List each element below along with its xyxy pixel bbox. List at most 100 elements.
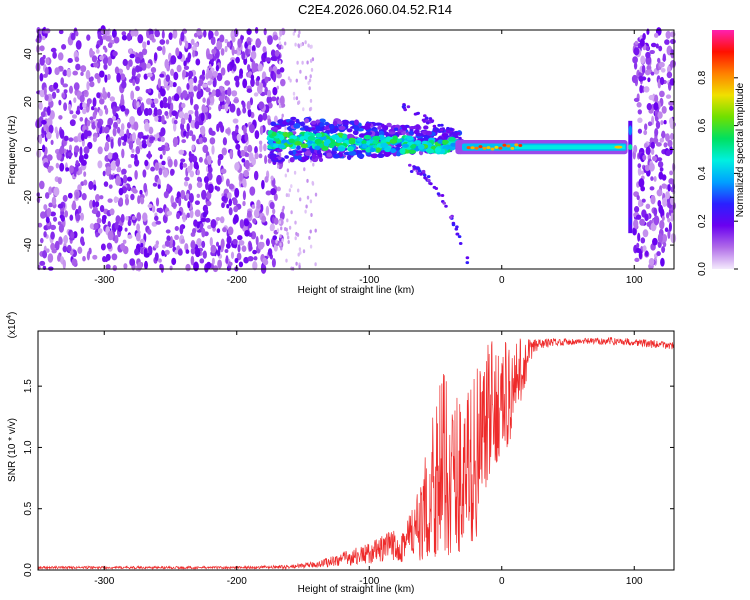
noise-cell	[241, 245, 247, 252]
signal-halo	[304, 150, 312, 156]
noise-cell	[276, 228, 280, 233]
noise-cell	[207, 112, 212, 120]
noise-cell	[650, 195, 656, 205]
noise-cell	[113, 196, 120, 203]
noise-cell	[642, 229, 649, 238]
noise-cell	[184, 40, 189, 49]
noise-cell	[155, 220, 162, 225]
noise-cell	[186, 122, 190, 133]
noise-cell	[274, 49, 280, 57]
noise-cell	[88, 180, 94, 190]
noise-cell	[266, 95, 272, 105]
noise-cell	[653, 175, 657, 182]
noise-cell	[207, 155, 212, 166]
noise-cell	[136, 212, 142, 222]
noise-cell	[284, 41, 287, 46]
noise-cell	[660, 120, 664, 126]
noise-cell	[104, 107, 109, 115]
noise-cell	[256, 199, 261, 209]
noise-cell	[132, 79, 136, 87]
noise-cell	[654, 128, 659, 137]
spectrogram-x-axis-label: Height of straight line (km)	[298, 285, 415, 296]
noise-cell	[216, 40, 223, 50]
lower-branch-cell	[408, 163, 412, 167]
noise-cell	[304, 40, 307, 45]
noise-cell	[670, 212, 674, 222]
noise-cell	[86, 119, 91, 127]
noise-cell	[665, 149, 671, 157]
noise-cell	[200, 217, 207, 222]
noise-cell	[265, 205, 270, 216]
noise-cell	[166, 235, 171, 242]
noise-cell	[644, 164, 651, 172]
noise-cell	[251, 204, 256, 209]
snr-panel: -300 -200 -100 0 100 0.0 0.5 1.0 1.5 Height of s…	[6, 312, 675, 595]
noise-cell	[89, 223, 95, 230]
upper-branch-cell	[458, 136, 462, 140]
noise-cell	[279, 242, 282, 247]
noise-cell	[234, 257, 239, 264]
noise-cell	[164, 146, 171, 152]
noise-cell	[278, 220, 282, 225]
noise-cell	[250, 231, 257, 240]
noise-cell	[62, 83, 69, 88]
signal-core	[474, 146, 479, 150]
lower-branch-cell	[423, 176, 427, 180]
lower-branch-cell	[429, 182, 433, 186]
noise-cell	[192, 49, 196, 58]
noise-cell	[152, 182, 158, 187]
noise-cell	[92, 254, 98, 260]
noise-cell	[290, 210, 293, 215]
noise-cell	[633, 206, 640, 213]
noise-cell	[50, 224, 57, 231]
noise-cell	[134, 248, 139, 256]
signal-halo	[323, 126, 329, 131]
noise-cell	[657, 233, 663, 243]
noise-cell	[189, 209, 194, 219]
noise-cell	[71, 202, 77, 211]
noise-cell	[96, 92, 101, 99]
noise-cell	[646, 45, 650, 51]
noise-cell	[639, 38, 645, 47]
noise-cell	[153, 106, 158, 117]
noise-cell	[637, 128, 643, 134]
noise-cell	[211, 48, 217, 55]
noise-cell	[77, 184, 82, 192]
noise-cell	[98, 109, 103, 117]
noise-cell	[178, 111, 185, 119]
noise-cell	[165, 74, 171, 82]
noise-cell	[77, 205, 82, 214]
noise-cell	[226, 235, 232, 245]
colorbar-tick-label: 0.0	[697, 262, 708, 276]
noise-cell	[169, 265, 173, 271]
noise-cell	[637, 117, 643, 124]
upper-branch-cell	[421, 118, 426, 122]
signal-halo	[346, 154, 352, 161]
signal-core	[365, 146, 372, 153]
noise-cell	[638, 178, 645, 188]
noise-cell	[73, 168, 77, 177]
noise-cell	[166, 210, 173, 216]
noise-cell	[52, 216, 58, 222]
noise-cell	[47, 253, 54, 263]
noise-cell	[643, 130, 648, 136]
signal-halo	[425, 130, 433, 136]
signal-core	[300, 143, 309, 149]
noise-cell	[38, 180, 45, 190]
noise-cell	[170, 102, 174, 112]
lower-branch-cell	[448, 215, 453, 219]
noise-cell	[144, 122, 150, 132]
noise-cell	[202, 144, 209, 154]
noise-cell	[185, 263, 191, 272]
noise-cell	[146, 62, 151, 69]
noise-cell	[249, 186, 256, 196]
noise-cell	[154, 115, 159, 122]
noise-cell	[310, 213, 313, 217]
noise-cell	[239, 219, 245, 229]
noise-cell	[638, 249, 643, 260]
noise-cell	[104, 141, 110, 152]
noise-cell	[248, 242, 253, 252]
noise-cell	[224, 103, 229, 112]
noise-cell	[130, 153, 135, 159]
noise-cell	[133, 99, 137, 109]
